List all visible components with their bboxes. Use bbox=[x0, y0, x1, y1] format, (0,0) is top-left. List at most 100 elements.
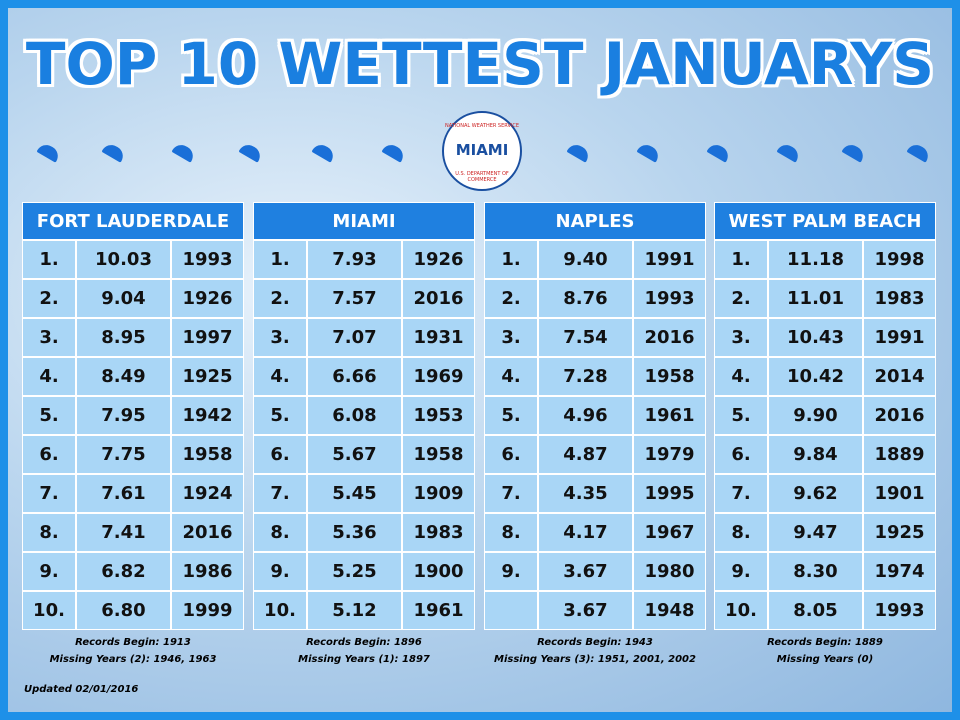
year-cell: 1901 bbox=[863, 474, 936, 513]
rank-cell: 7. bbox=[253, 474, 307, 513]
table-row: 1. 11.18 1998 bbox=[714, 240, 936, 279]
table-row: 7. 7.61 1924 bbox=[22, 474, 244, 513]
table-row: 10. 6.80 1999 bbox=[22, 591, 244, 630]
table-row: 1. 7.93 1926 bbox=[253, 240, 475, 279]
value-cell: 7.28 bbox=[538, 357, 633, 396]
year-cell: 1979 bbox=[633, 435, 706, 474]
year-cell: 2016 bbox=[402, 279, 475, 318]
value-cell: 5.25 bbox=[307, 552, 402, 591]
year-cell: 1999 bbox=[171, 591, 244, 630]
rank-cell: 4. bbox=[22, 357, 76, 396]
umbrella-icon bbox=[776, 141, 802, 163]
rank-cell: 9. bbox=[714, 552, 768, 591]
table-title: FORT LAUDERDALE bbox=[22, 202, 244, 240]
table-row: 4. 7.28 1958 bbox=[484, 357, 706, 396]
table-row: 6. 5.67 1958 bbox=[253, 435, 475, 474]
umbrella-icon bbox=[566, 141, 592, 163]
rank-cell: 10. bbox=[22, 591, 76, 630]
rank-cell: 3. bbox=[714, 318, 768, 357]
rank-cell: 1. bbox=[484, 240, 538, 279]
value-cell: 10.43 bbox=[768, 318, 863, 357]
year-cell: 2016 bbox=[863, 396, 936, 435]
rank-cell: 3. bbox=[22, 318, 76, 357]
year-cell: 1983 bbox=[863, 279, 936, 318]
table-note: Records Begin: 1943 bbox=[537, 637, 653, 648]
table-note: Missing Years (1): 1897 bbox=[298, 654, 430, 665]
value-cell: 8.76 bbox=[538, 279, 633, 318]
year-cell: 1993 bbox=[633, 279, 706, 318]
value-cell: 11.18 bbox=[768, 240, 863, 279]
table-row: 3. 7.07 1931 bbox=[253, 318, 475, 357]
value-cell: 3.67 bbox=[538, 552, 633, 591]
year-cell: 1993 bbox=[171, 240, 244, 279]
umbrella-icon bbox=[636, 141, 662, 163]
table-row: 2. 7.57 2016 bbox=[253, 279, 475, 318]
rank-cell: 1. bbox=[714, 240, 768, 279]
year-cell: 2014 bbox=[863, 357, 936, 396]
table-row: 7. 5.45 1909 bbox=[253, 474, 475, 513]
table-title: WEST PALM BEACH bbox=[714, 202, 936, 240]
rank-cell: 8. bbox=[22, 513, 76, 552]
table-row: 4. 8.49 1925 bbox=[22, 357, 244, 396]
year-cell: 1993 bbox=[863, 591, 936, 630]
value-cell: 8.95 bbox=[76, 318, 171, 357]
value-cell: 9.84 bbox=[768, 435, 863, 474]
year-cell: 1909 bbox=[402, 474, 475, 513]
value-cell: 9.40 bbox=[538, 240, 633, 279]
value-cell: 8.30 bbox=[768, 552, 863, 591]
year-cell: 1986 bbox=[171, 552, 244, 591]
year-cell: 1931 bbox=[402, 318, 475, 357]
value-cell: 7.41 bbox=[76, 513, 171, 552]
table-row: 2. 9.04 1926 bbox=[22, 279, 244, 318]
year-cell: 1953 bbox=[402, 396, 475, 435]
table-row: 9. 5.25 1900 bbox=[253, 552, 475, 591]
rank-cell: 7. bbox=[484, 474, 538, 513]
rank-cell: 6. bbox=[714, 435, 768, 474]
value-cell: 8.49 bbox=[76, 357, 171, 396]
value-cell: 6.66 bbox=[307, 357, 402, 396]
year-cell: 1925 bbox=[863, 513, 936, 552]
year-cell: 1980 bbox=[633, 552, 706, 591]
rank-cell: 3. bbox=[253, 318, 307, 357]
year-cell: 1974 bbox=[863, 552, 936, 591]
rank-cell: 2. bbox=[484, 279, 538, 318]
value-cell: 7.61 bbox=[76, 474, 171, 513]
year-cell: 2016 bbox=[171, 513, 244, 552]
table-row: 3. 7.54 2016 bbox=[484, 318, 706, 357]
value-cell: 7.95 bbox=[76, 396, 171, 435]
value-cell: 9.47 bbox=[768, 513, 863, 552]
table-row: 4. 6.66 1969 bbox=[253, 357, 475, 396]
table: MIAMI 1. 7.93 1926 2. 7.57 2016 3. 7.07 1931 4. 6.6… bbox=[253, 202, 475, 668]
value-cell: 4.96 bbox=[538, 396, 633, 435]
umbrella-icon bbox=[238, 141, 264, 163]
year-cell: 1983 bbox=[402, 513, 475, 552]
umbrella-icon bbox=[841, 141, 867, 163]
table-note: Records Begin: 1896 bbox=[306, 637, 422, 648]
table-title: MIAMI bbox=[253, 202, 475, 240]
year-cell: 1958 bbox=[171, 435, 244, 474]
table: NAPLES 1. 9.40 1991 2. 8.76 1993 3. 7.54 2016 4. 7.… bbox=[484, 202, 706, 668]
year-cell: 1995 bbox=[633, 474, 706, 513]
rank-cell: 8. bbox=[484, 513, 538, 552]
table-row: 10. 5.12 1961 bbox=[253, 591, 475, 630]
table-row: 2. 8.76 1993 bbox=[484, 279, 706, 318]
rank-cell: 7. bbox=[22, 474, 76, 513]
value-cell: 7.54 bbox=[538, 318, 633, 357]
table-note: Records Begin: 1913 bbox=[75, 637, 191, 648]
rank-cell: 2. bbox=[714, 279, 768, 318]
value-cell: 3.67 bbox=[538, 591, 633, 630]
table-row: 3. 8.95 1997 bbox=[22, 318, 244, 357]
rank-cell: 9. bbox=[484, 552, 538, 591]
table-note: Missing Years (0) bbox=[776, 654, 874, 665]
year-cell: 1997 bbox=[171, 318, 244, 357]
rank-cell: 5. bbox=[22, 396, 76, 435]
rank-cell: 4. bbox=[714, 357, 768, 396]
umbrella-icon bbox=[311, 141, 337, 163]
logo-top-text: NATIONAL WEATHER SERVICE bbox=[444, 123, 520, 129]
year-cell: 1900 bbox=[402, 552, 475, 591]
value-cell: 6.08 bbox=[307, 396, 402, 435]
table-row: 1. 10.03 1993 bbox=[22, 240, 244, 279]
updated-note: Updated 02/01/2016 bbox=[24, 684, 139, 695]
rank-cell: 2. bbox=[253, 279, 307, 318]
year-cell: 1991 bbox=[633, 240, 706, 279]
